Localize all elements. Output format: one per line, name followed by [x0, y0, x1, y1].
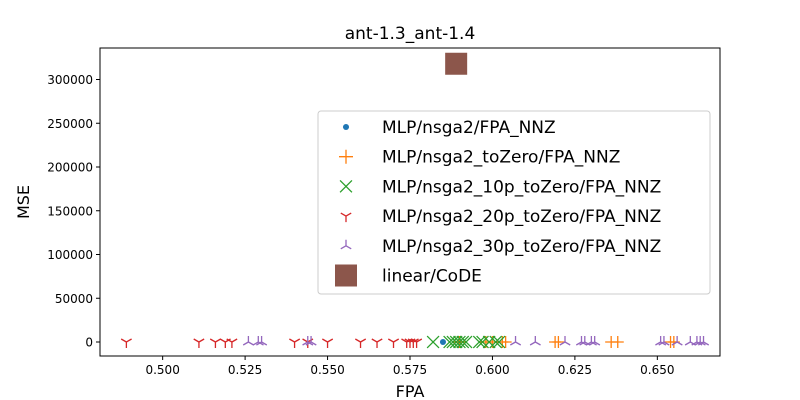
legend-label: MLP/nsga2_30p_toZero/FPA_NNZ — [382, 237, 661, 257]
data-point — [449, 335, 463, 349]
data-point — [552, 336, 565, 348]
data-point — [492, 335, 506, 349]
x-tick-label: 0.525 — [228, 363, 262, 377]
legend-box — [317, 110, 711, 295]
legend: MLP/nsga2/FPA_NNZ MLP/nsga2_toZero/FPA_NN… — [317, 110, 711, 295]
series-2 — [426, 335, 506, 349]
data-point — [404, 338, 416, 348]
x-axis: 0.500 0.525 0.550 0.575 0.600 0.625 0.650 — [145, 356, 675, 377]
legend-label: MLP/nsga2_10p_toZero/FPA_NNZ — [382, 177, 661, 197]
legend-marker — [339, 149, 353, 164]
data-point — [694, 336, 706, 346]
series-3 — [120, 338, 423, 348]
data-point — [691, 336, 703, 346]
data-point — [655, 336, 667, 346]
data-point — [289, 338, 301, 348]
data-points — [120, 52, 710, 349]
data-point — [302, 338, 314, 348]
legend-label: MLP/nsga2_20p_toZero/FPA_NNZ — [382, 207, 661, 227]
data-point — [472, 335, 486, 349]
legend-label: linear/CoDE — [382, 267, 482, 287]
data-point — [658, 336, 670, 346]
legend-label: MLP/nsga2/FPA_NNZ — [382, 118, 556, 138]
data-point — [443, 335, 456, 349]
x-tick-label: 0.575 — [393, 363, 427, 377]
data-point — [252, 336, 264, 346]
data-point — [446, 335, 460, 349]
plot-frame — [99, 47, 721, 357]
data-point — [509, 336, 522, 346]
data-point — [426, 335, 440, 349]
x-tick-label: 0.500 — [145, 363, 179, 377]
legend-label: MLP/nsga2_toZero/FPA_NNZ — [382, 148, 620, 168]
data-point — [411, 338, 423, 348]
data-point — [209, 338, 221, 348]
data-point — [219, 338, 231, 348]
series-0 — [439, 338, 447, 346]
data-point — [445, 52, 468, 75]
data-point — [611, 336, 624, 348]
data-point — [529, 336, 541, 346]
series-4 — [242, 336, 710, 346]
data-point — [482, 335, 496, 349]
y-tick-label: 50000 — [55, 292, 93, 306]
x-axis-title: FPA — [396, 382, 425, 400]
data-point — [371, 338, 383, 348]
legend-marker — [340, 212, 352, 223]
data-point — [559, 336, 571, 346]
data-point — [489, 335, 503, 349]
data-point — [193, 338, 205, 348]
data-point — [499, 336, 512, 348]
data-point — [407, 338, 419, 348]
y-axis-title: MSE — [14, 185, 33, 219]
y-tick-label: 250000 — [47, 117, 93, 131]
data-point — [585, 336, 597, 346]
x-tick-label: 0.600 — [475, 363, 509, 377]
data-point — [387, 338, 400, 348]
data-point — [439, 338, 447, 346]
data-point — [453, 335, 466, 349]
series-5 — [445, 52, 468, 75]
chart-title: ant-1.3_ant-1.4 — [345, 24, 476, 44]
y-tick-label: 0 — [85, 336, 93, 350]
x-tick-label: 0.625 — [558, 363, 592, 377]
data-point — [322, 338, 334, 348]
data-point — [354, 338, 367, 348]
data-point — [476, 335, 489, 349]
x-tick-label: 0.550 — [310, 363, 344, 377]
data-point — [684, 336, 696, 346]
legend-marker — [335, 264, 357, 287]
y-tick-label: 300000 — [47, 73, 93, 87]
data-point — [226, 338, 238, 348]
data-point — [242, 336, 254, 346]
data-point — [401, 338, 413, 348]
legend-marker — [339, 179, 353, 193]
data-point — [305, 336, 317, 346]
legend-marker — [342, 123, 350, 131]
data-point — [459, 335, 473, 349]
data-point — [589, 336, 601, 346]
legend-marker — [340, 239, 352, 250]
data-point — [120, 338, 132, 348]
data-point — [302, 336, 314, 346]
y-axis: 0 50000 100000 150000 200000 250000 300000 — [47, 73, 100, 350]
data-point — [575, 336, 588, 346]
y-tick-label: 150000 — [47, 204, 93, 218]
data-point — [456, 335, 470, 349]
y-tick-label: 200000 — [47, 161, 93, 175]
data-point — [671, 336, 683, 346]
data-point — [697, 336, 710, 346]
data-point — [256, 336, 268, 346]
x-tick-label: 0.650 — [640, 363, 674, 377]
y-tick-label: 100000 — [47, 248, 93, 262]
data-point — [579, 336, 591, 346]
